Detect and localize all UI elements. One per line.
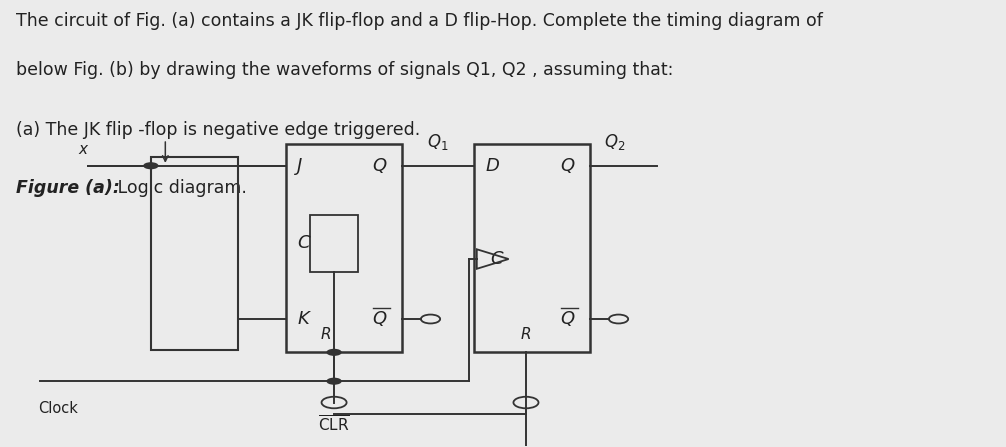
Text: Q: Q xyxy=(560,310,574,328)
Text: R: R xyxy=(521,327,531,342)
Circle shape xyxy=(143,162,159,169)
Text: $\overline{\mathrm{CLR}}$: $\overline{\mathrm{CLR}}$ xyxy=(318,414,350,434)
Text: Logic diagram.: Logic diagram. xyxy=(113,179,247,197)
Bar xyxy=(310,215,358,272)
Text: J: J xyxy=(298,157,303,175)
Text: D: D xyxy=(486,157,499,175)
Bar xyxy=(474,143,590,352)
Text: C: C xyxy=(298,235,310,253)
Text: Figure (a):: Figure (a): xyxy=(16,179,120,197)
Text: Q: Q xyxy=(372,157,386,175)
Text: C: C xyxy=(490,250,503,268)
Text: $Q_1$: $Q_1$ xyxy=(427,132,449,152)
Text: Q: Q xyxy=(560,157,574,175)
Bar xyxy=(151,157,237,350)
Circle shape xyxy=(326,349,342,356)
Text: x: x xyxy=(78,142,88,157)
Text: (a) The JK flip -flop is negative edge triggered.: (a) The JK flip -flop is negative edge t… xyxy=(16,121,421,139)
Text: Clock: Clock xyxy=(38,401,77,416)
Text: K: K xyxy=(298,310,309,328)
Text: R: R xyxy=(321,327,332,342)
Bar xyxy=(286,143,401,352)
Text: $Q_2$: $Q_2$ xyxy=(604,132,626,152)
Text: The circuit of Fig. (a) contains a JK flip-flop and a D flip-Hop. Complete the t: The circuit of Fig. (a) contains a JK fl… xyxy=(16,13,823,30)
Text: below Fig. (b) by drawing the waveforms of signals Q1, Q2 , assuming that:: below Fig. (b) by drawing the waveforms … xyxy=(16,61,673,80)
Text: Q: Q xyxy=(372,310,386,328)
Circle shape xyxy=(326,378,342,385)
